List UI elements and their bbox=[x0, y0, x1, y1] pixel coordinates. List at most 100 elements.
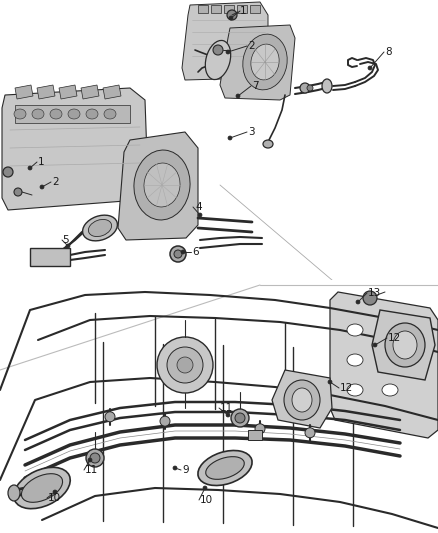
Ellipse shape bbox=[382, 384, 398, 396]
Polygon shape bbox=[37, 85, 55, 99]
Bar bbox=[198, 5, 208, 13]
Ellipse shape bbox=[14, 467, 70, 508]
Ellipse shape bbox=[203, 486, 207, 490]
Ellipse shape bbox=[28, 166, 32, 170]
Bar bbox=[250, 5, 260, 13]
Text: 4: 4 bbox=[195, 202, 201, 212]
Text: 2: 2 bbox=[52, 177, 59, 187]
Ellipse shape bbox=[157, 337, 213, 393]
Ellipse shape bbox=[105, 412, 115, 422]
Ellipse shape bbox=[83, 215, 117, 241]
Ellipse shape bbox=[205, 41, 231, 79]
Ellipse shape bbox=[198, 450, 252, 486]
Text: 8: 8 bbox=[385, 47, 392, 57]
Ellipse shape bbox=[226, 413, 230, 417]
Ellipse shape bbox=[8, 485, 20, 501]
Ellipse shape bbox=[236, 94, 240, 98]
Ellipse shape bbox=[228, 136, 232, 140]
Ellipse shape bbox=[88, 220, 112, 237]
Polygon shape bbox=[2, 88, 148, 210]
Polygon shape bbox=[118, 132, 198, 240]
Ellipse shape bbox=[347, 324, 363, 336]
Ellipse shape bbox=[393, 331, 417, 359]
Ellipse shape bbox=[385, 323, 425, 367]
Polygon shape bbox=[220, 25, 295, 100]
Ellipse shape bbox=[284, 380, 320, 420]
Text: 11: 11 bbox=[220, 403, 233, 413]
Ellipse shape bbox=[307, 85, 313, 91]
Polygon shape bbox=[182, 2, 268, 80]
Text: 1: 1 bbox=[38, 157, 45, 167]
Ellipse shape bbox=[174, 250, 182, 258]
Ellipse shape bbox=[305, 428, 315, 438]
Polygon shape bbox=[81, 85, 99, 99]
Text: 12: 12 bbox=[388, 333, 401, 343]
Text: 10: 10 bbox=[200, 495, 213, 505]
Ellipse shape bbox=[213, 45, 223, 55]
Ellipse shape bbox=[167, 347, 203, 383]
Polygon shape bbox=[15, 85, 33, 99]
Ellipse shape bbox=[3, 167, 13, 177]
Bar bbox=[224, 5, 234, 13]
Ellipse shape bbox=[177, 357, 193, 373]
Bar bbox=[0, 0, 438, 280]
Ellipse shape bbox=[347, 384, 363, 396]
Ellipse shape bbox=[292, 388, 312, 412]
Ellipse shape bbox=[88, 458, 92, 462]
Bar bbox=[237, 5, 247, 13]
Polygon shape bbox=[272, 370, 332, 428]
Ellipse shape bbox=[235, 413, 245, 423]
Bar bbox=[0, 280, 438, 533]
Ellipse shape bbox=[40, 185, 44, 189]
Text: 1: 1 bbox=[240, 6, 247, 16]
Ellipse shape bbox=[86, 449, 104, 467]
Ellipse shape bbox=[255, 424, 265, 434]
Text: 11: 11 bbox=[85, 465, 98, 475]
Text: 12: 12 bbox=[340, 383, 353, 393]
Text: 5: 5 bbox=[62, 235, 69, 245]
Bar bbox=[15, 105, 130, 123]
Ellipse shape bbox=[21, 474, 63, 502]
Ellipse shape bbox=[229, 16, 233, 20]
Ellipse shape bbox=[198, 213, 202, 217]
Ellipse shape bbox=[14, 188, 22, 196]
Text: 2: 2 bbox=[248, 41, 254, 51]
Ellipse shape bbox=[50, 109, 62, 119]
Text: 10: 10 bbox=[48, 493, 61, 503]
Bar bbox=[30, 248, 70, 266]
Ellipse shape bbox=[134, 150, 190, 220]
Ellipse shape bbox=[382, 354, 398, 366]
Text: 13: 13 bbox=[368, 288, 381, 298]
Text: 9: 9 bbox=[182, 465, 189, 475]
Ellipse shape bbox=[206, 457, 244, 479]
Ellipse shape bbox=[263, 140, 273, 148]
Ellipse shape bbox=[368, 66, 372, 70]
Polygon shape bbox=[330, 292, 438, 438]
Text: 3: 3 bbox=[248, 127, 254, 137]
Ellipse shape bbox=[66, 244, 70, 248]
Ellipse shape bbox=[300, 83, 310, 93]
Ellipse shape bbox=[382, 324, 398, 336]
Ellipse shape bbox=[170, 246, 186, 262]
Ellipse shape bbox=[173, 466, 177, 470]
Ellipse shape bbox=[373, 343, 377, 347]
Ellipse shape bbox=[363, 291, 377, 305]
Ellipse shape bbox=[14, 109, 26, 119]
Polygon shape bbox=[372, 310, 435, 380]
Ellipse shape bbox=[328, 380, 332, 384]
Ellipse shape bbox=[356, 300, 360, 304]
Ellipse shape bbox=[104, 109, 116, 119]
Polygon shape bbox=[103, 85, 121, 99]
Ellipse shape bbox=[160, 416, 170, 426]
Ellipse shape bbox=[68, 109, 80, 119]
Ellipse shape bbox=[347, 354, 363, 366]
Bar bbox=[248, 430, 262, 440]
Ellipse shape bbox=[226, 50, 230, 54]
Ellipse shape bbox=[90, 453, 100, 463]
Ellipse shape bbox=[32, 109, 44, 119]
Text: 6: 6 bbox=[192, 247, 198, 257]
Ellipse shape bbox=[53, 490, 57, 494]
Ellipse shape bbox=[231, 409, 249, 427]
Ellipse shape bbox=[322, 79, 332, 93]
Ellipse shape bbox=[227, 10, 237, 20]
